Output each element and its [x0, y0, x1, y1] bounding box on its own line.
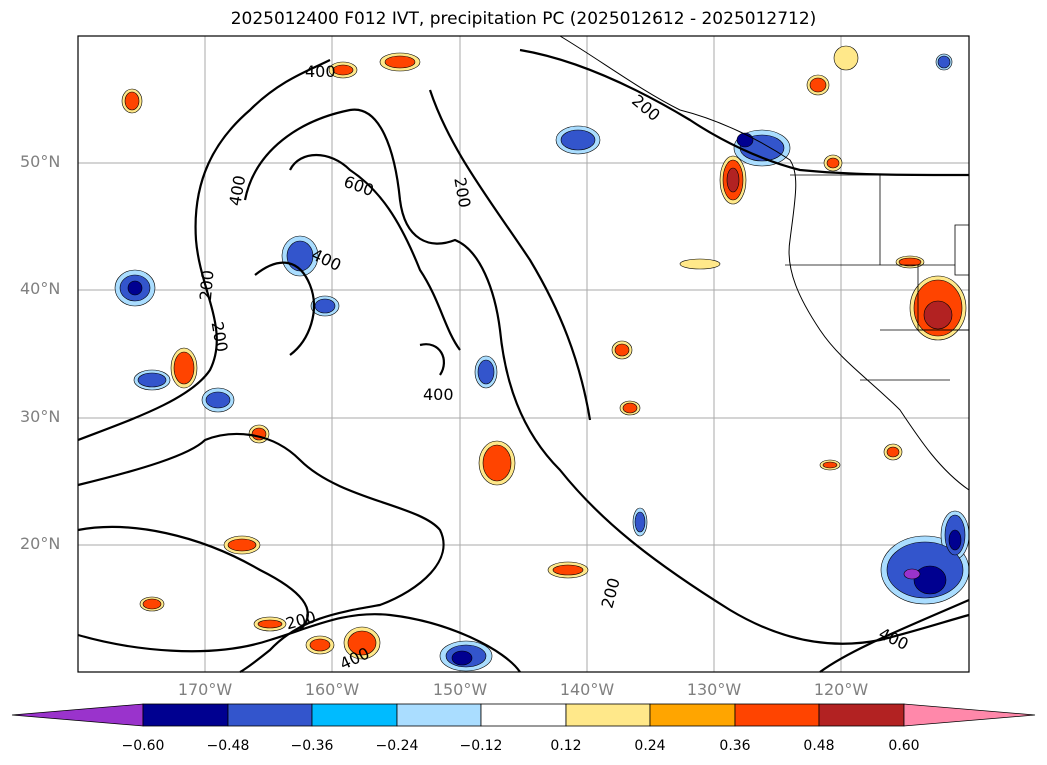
lon-label: 150°W — [432, 680, 488, 699]
state-borders — [785, 174, 970, 381]
colorbar-bin — [565, 703, 651, 727]
colorbar-bin — [227, 703, 313, 727]
contour-label: 200 — [196, 269, 218, 301]
lon-label: 130°W — [686, 680, 742, 699]
colorbar-max-extend — [903, 703, 1036, 727]
graticule — [78, 36, 969, 672]
colorbar-tick: 0.60 — [888, 738, 920, 754]
colorbar-tick: 0.12 — [550, 738, 582, 754]
colorbar-tick: 0.36 — [719, 738, 751, 754]
colorbar-bin — [818, 703, 905, 727]
colorbar-tick: 0.48 — [803, 738, 835, 754]
colorbar-tick: −0.48 — [206, 738, 250, 754]
precip-positive-blobs — [121, 45, 967, 660]
contour-label: 400 — [305, 62, 336, 81]
lat-label: 20°N — [20, 534, 61, 553]
colorbar-bin — [734, 703, 820, 727]
lon-label: 170°W — [177, 680, 233, 699]
colorbar-bin — [480, 703, 567, 727]
plot-title: 2025012400 F012 IVT, precipitation PC (2… — [230, 9, 817, 29]
lon-label: 120°W — [813, 680, 869, 699]
colorbar-bin — [396, 703, 482, 727]
colorbar-bin — [142, 703, 229, 727]
lon-label: 160°W — [304, 680, 360, 699]
colorbar-tick: −0.12 — [459, 738, 503, 754]
colorbar-tick: −0.36 — [290, 738, 334, 754]
colorbar — [11, 703, 1036, 727]
colorbar-tick: −0.24 — [375, 738, 419, 754]
lat-label: 50°N — [20, 152, 61, 171]
colorbar-min-extend — [11, 703, 144, 727]
lon-label: 140°W — [559, 680, 615, 699]
lat-label: 30°N — [20, 407, 61, 426]
colorbar-bin — [649, 703, 736, 727]
lat-label: 40°N — [20, 279, 61, 298]
contour-label: 400 — [423, 385, 454, 404]
ivt-contours — [77, 48, 970, 674]
colorbar-bin — [311, 703, 398, 727]
colorbar-tick: 0.24 — [634, 738, 666, 754]
colorbar-tick: −0.60 — [121, 738, 165, 754]
